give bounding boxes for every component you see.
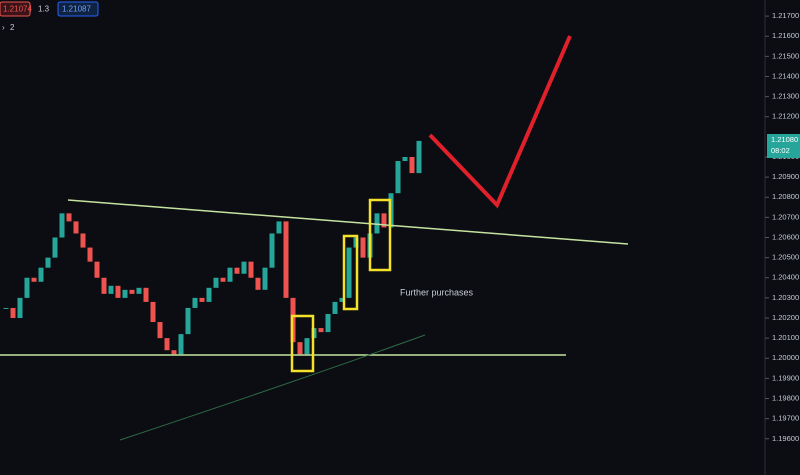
candle xyxy=(94,261,100,278)
candle xyxy=(241,261,247,274)
candle xyxy=(3,307,9,309)
candle xyxy=(73,221,79,234)
candle xyxy=(213,277,219,288)
ask-price: 1.21087 xyxy=(62,5,91,14)
candle xyxy=(52,237,58,258)
candle xyxy=(171,350,177,355)
candle xyxy=(206,287,212,302)
price-tick-label: 1.19800 xyxy=(772,394,799,403)
annotation: Further purchases xyxy=(400,287,474,297)
price-tick-label: 1.19900 xyxy=(772,373,799,382)
candle xyxy=(38,267,44,282)
price-tick-label: 1.20300 xyxy=(772,293,799,302)
candle xyxy=(80,233,86,248)
price-tick-label: 1.20500 xyxy=(772,253,799,262)
candle xyxy=(199,297,205,302)
candle xyxy=(318,328,324,333)
price-tick-label: 1.20800 xyxy=(772,192,799,201)
candle xyxy=(234,267,240,274)
candle xyxy=(220,277,226,282)
candle xyxy=(66,213,72,222)
price-tick-label: 1.20100 xyxy=(772,333,799,342)
candle xyxy=(108,285,114,294)
price-tick-label: 1.20400 xyxy=(772,273,799,282)
price-tick-label: 1.21700 xyxy=(772,11,799,20)
projection-path xyxy=(428,35,572,209)
candle xyxy=(325,313,331,333)
price-tick-label: 1.19700 xyxy=(772,414,799,423)
highlight-box xyxy=(342,234,359,311)
ask-box[interactable] xyxy=(57,1,99,17)
candle xyxy=(395,161,401,194)
candle xyxy=(248,261,254,278)
candle xyxy=(143,287,149,302)
candle xyxy=(150,301,156,323)
candle xyxy=(276,221,282,234)
price-tick-label: 1.19600 xyxy=(772,434,799,443)
moving-average xyxy=(119,334,426,441)
current-price: 1.21080 xyxy=(771,135,798,144)
candle xyxy=(283,221,289,298)
countdown: 08:02 xyxy=(771,146,790,155)
candle xyxy=(178,334,184,355)
candle xyxy=(409,156,415,174)
candle xyxy=(416,140,422,174)
candle xyxy=(31,277,37,282)
current-price-box xyxy=(767,134,800,158)
bid-price: 1.21074 xyxy=(3,5,32,14)
candle xyxy=(185,307,191,335)
candle xyxy=(122,289,128,298)
price-tick-label: 1.20700 xyxy=(772,212,799,221)
candle xyxy=(10,307,16,319)
price-tick-label: 1.20000 xyxy=(772,353,799,362)
bid-box[interactable] xyxy=(0,1,31,17)
price-tick-label: 1.20600 xyxy=(772,232,799,241)
candle xyxy=(269,233,275,268)
price-tick-label: 1.21400 xyxy=(772,71,799,80)
candle xyxy=(17,297,23,319)
trend-line xyxy=(67,199,629,245)
chevron[interactable]: › xyxy=(2,23,5,32)
candle xyxy=(115,285,121,298)
candle xyxy=(101,277,107,294)
highlight-box xyxy=(290,314,315,373)
price-tick-label: 1.21300 xyxy=(772,92,799,101)
candle xyxy=(87,247,93,262)
candle xyxy=(164,338,170,351)
price-tick-label: 1.21200 xyxy=(772,112,799,121)
candle xyxy=(374,213,380,234)
candle xyxy=(346,247,352,298)
candle xyxy=(24,277,30,298)
candle xyxy=(136,287,142,294)
highlight-box xyxy=(368,198,392,272)
candle xyxy=(59,213,65,238)
price-tick-label: 1.21500 xyxy=(772,51,799,60)
candle xyxy=(381,213,387,228)
candle xyxy=(255,277,261,290)
candle xyxy=(339,297,345,302)
candle xyxy=(192,297,198,308)
candle xyxy=(129,289,135,294)
candle xyxy=(262,267,268,290)
candle xyxy=(297,342,303,355)
candle xyxy=(360,237,366,258)
spread: 1.3 xyxy=(38,5,50,14)
candle xyxy=(45,257,51,268)
price-tick-label: 1.21600 xyxy=(772,31,799,40)
candle xyxy=(227,267,233,282)
candle xyxy=(402,156,408,162)
price-tick-label: 1.20200 xyxy=(772,313,799,322)
price-tick-label: 1.20900 xyxy=(772,172,799,181)
layers-count[interactable]: 2 xyxy=(10,23,15,32)
candle xyxy=(332,301,338,314)
candle xyxy=(157,322,163,339)
candle xyxy=(304,338,310,355)
